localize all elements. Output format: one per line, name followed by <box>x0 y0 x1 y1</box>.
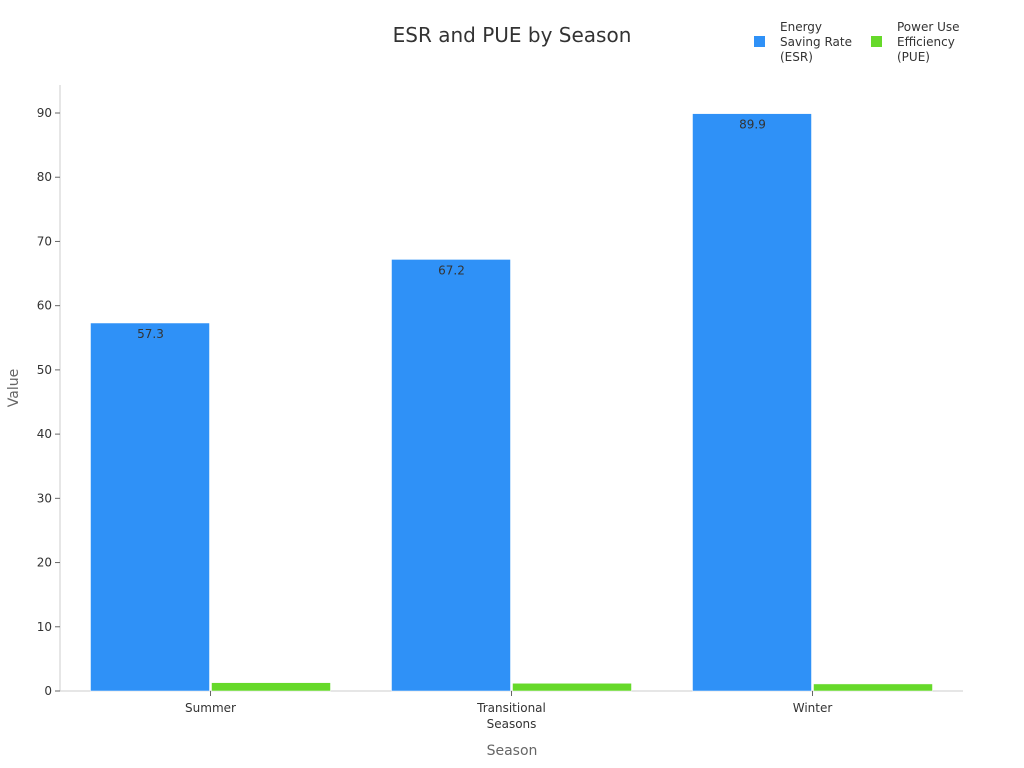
x-tick-label: Transitional <box>476 701 546 715</box>
y-tick-label: 0 <box>44 684 52 698</box>
y-tick-label: 10 <box>37 620 52 634</box>
y-tick-label: 80 <box>37 170 52 184</box>
bar-pue <box>512 683 632 692</box>
bar-pue <box>211 682 331 692</box>
legend-label: Energy <box>780 20 822 34</box>
y-tick-label: 30 <box>37 491 52 505</box>
bar-esr <box>391 259 511 692</box>
legend-label: (ESR) <box>780 50 813 64</box>
legend-label: Power Use <box>897 20 960 34</box>
y-tick-label: 50 <box>37 363 52 377</box>
y-axis-label: Value <box>6 369 22 407</box>
bar-pue <box>813 683 933 692</box>
y-tick-label: 90 <box>37 106 52 120</box>
y-tick-label: 60 <box>37 299 52 313</box>
x-tick-label: Seasons <box>487 717 537 731</box>
bar-esr <box>90 322 210 692</box>
x-tick-label: Summer <box>185 701 236 715</box>
y-tick-label: 20 <box>37 556 52 570</box>
legend-label: (PUE) <box>897 50 930 64</box>
chart-title: ESR and PUE by Season <box>393 23 632 47</box>
y-tick-label: 70 <box>37 234 52 248</box>
data-label: 57.3 <box>137 327 164 341</box>
legend-swatch <box>871 36 882 47</box>
legend-label: Efficiency <box>897 35 955 49</box>
legend-swatch <box>754 36 765 47</box>
data-label: 67.2 <box>438 263 465 277</box>
bar-esr <box>692 113 812 692</box>
data-label: 89.9 <box>739 118 766 132</box>
x-tick-label: Winter <box>793 701 833 715</box>
y-tick-label: 40 <box>37 427 52 441</box>
legend-label: Saving Rate <box>780 35 852 49</box>
x-axis-label: Season <box>487 743 538 759</box>
